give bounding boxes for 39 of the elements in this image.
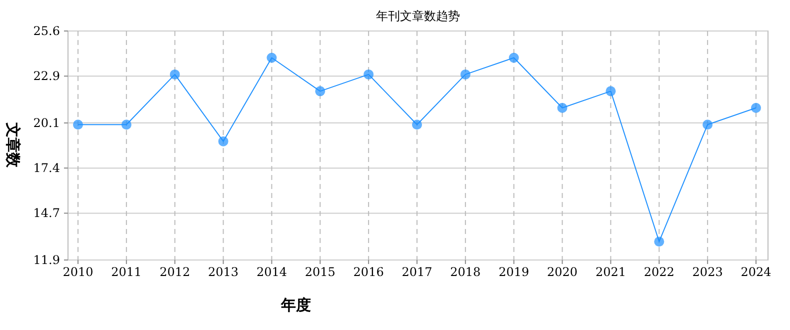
x-tick-label: 2016 bbox=[353, 265, 384, 279]
x-tick-label: 2018 bbox=[450, 265, 481, 279]
x-tick-label: 2011 bbox=[111, 265, 142, 279]
y-tick-label: 11.9 bbox=[33, 253, 60, 267]
y-tick-label: 20.1 bbox=[33, 116, 60, 130]
x-tick-label: 2023 bbox=[692, 265, 723, 279]
point bbox=[121, 120, 132, 130]
x-tick-label: 2017 bbox=[402, 265, 432, 279]
x-tick-label: 2010 bbox=[62, 265, 94, 279]
point bbox=[218, 136, 228, 146]
point bbox=[606, 86, 616, 96]
point bbox=[508, 52, 519, 63]
point bbox=[557, 102, 568, 113]
x-tick-label: 2015 bbox=[304, 265, 336, 279]
x-axis-title: 年度 bbox=[280, 296, 311, 314]
x-tick-label: 2014 bbox=[256, 265, 288, 279]
point bbox=[315, 86, 326, 96]
point bbox=[751, 102, 761, 113]
point bbox=[654, 236, 664, 247]
y-tick-label: 17.4 bbox=[33, 161, 60, 176]
y-axis-title: 文章数 bbox=[4, 122, 22, 168]
x-tick-label: 2019 bbox=[498, 265, 530, 279]
point bbox=[73, 120, 83, 130]
y-tick-label: 22.9 bbox=[33, 69, 60, 84]
y-tick-label: 25.6 bbox=[33, 24, 60, 38]
point bbox=[266, 52, 277, 63]
point bbox=[364, 69, 374, 80]
x-tick-label: 2020 bbox=[547, 265, 578, 279]
x-tick-label: 2024 bbox=[740, 265, 772, 279]
chart-title: 年刊文章数趋势 bbox=[376, 9, 460, 23]
x-tick-label: 2013 bbox=[208, 265, 239, 279]
point bbox=[460, 69, 470, 80]
point bbox=[412, 120, 422, 130]
x-tick-label: 2021 bbox=[595, 265, 626, 279]
x-tick-label: 2012 bbox=[160, 265, 190, 279]
y-tick-label: 14.7 bbox=[33, 206, 60, 220]
point bbox=[170, 69, 180, 80]
x-tick-label: 2022 bbox=[644, 265, 674, 279]
point bbox=[702, 120, 713, 130]
